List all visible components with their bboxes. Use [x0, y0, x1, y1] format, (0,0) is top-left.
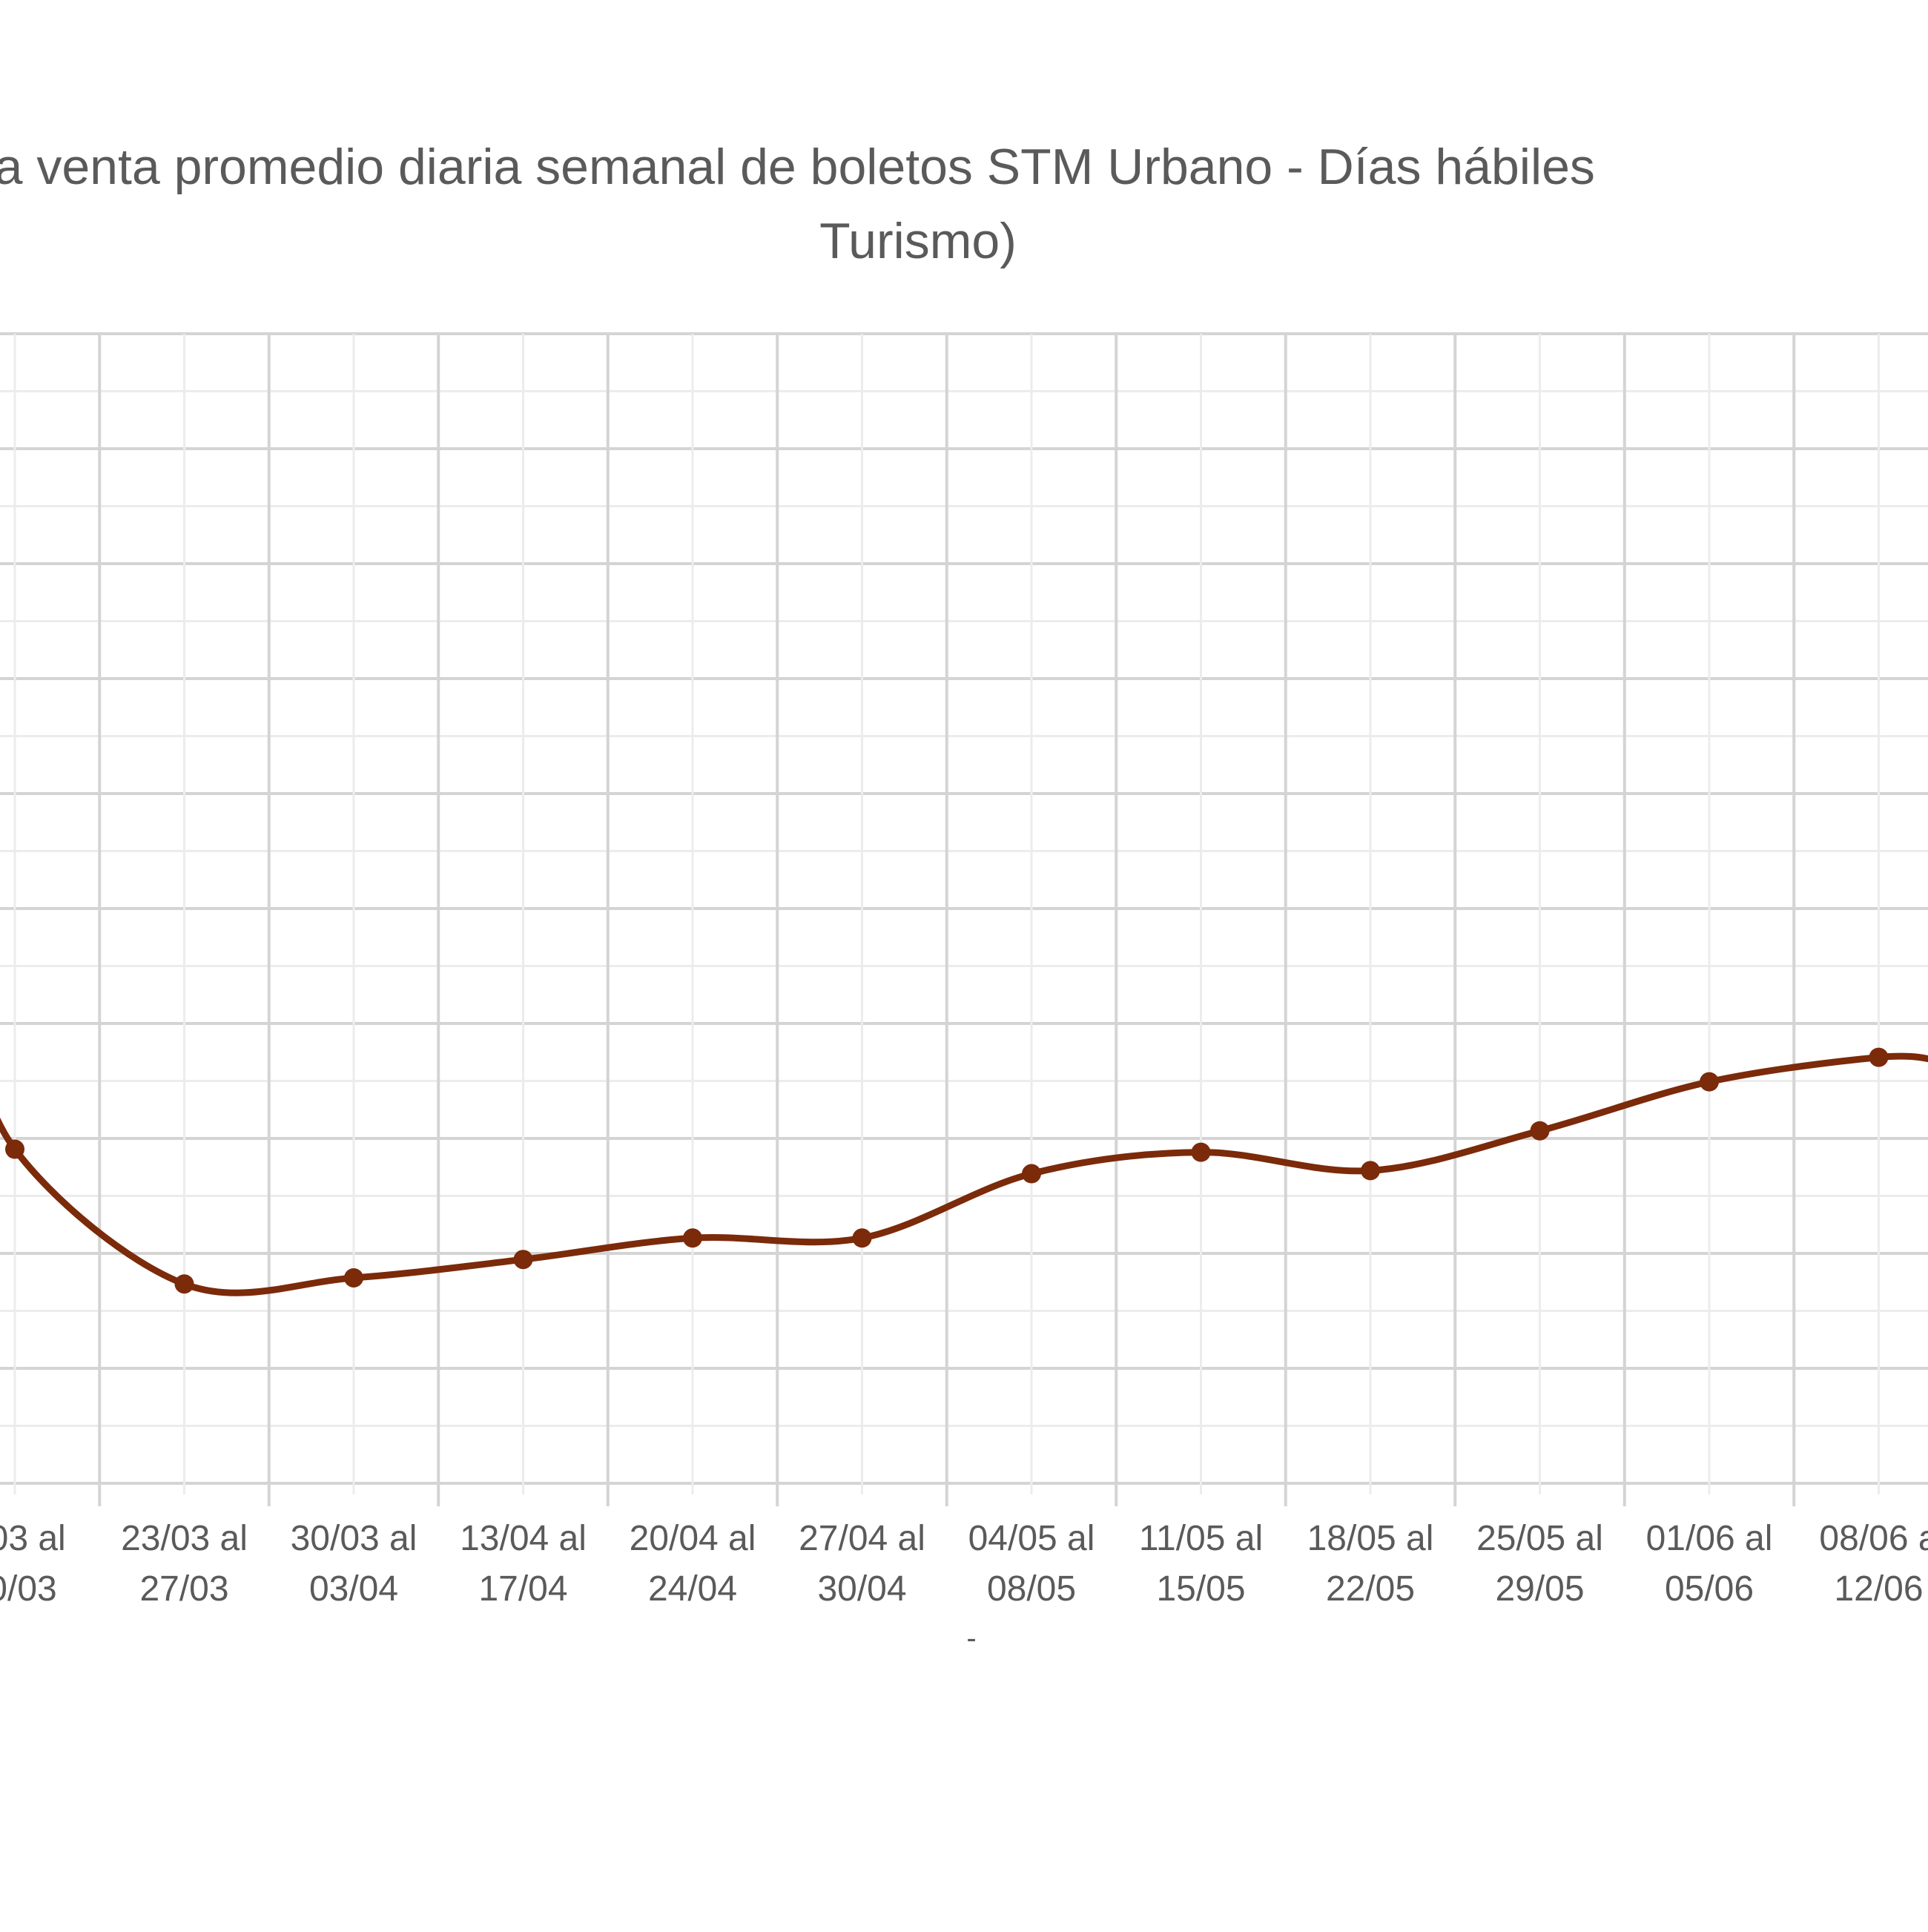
x-tick-label: 08/06 a	[1819, 1519, 1928, 1558]
x-axis-marker: -	[966, 1622, 976, 1655]
x-tick-label: 22/05	[1326, 1569, 1415, 1609]
x-tick-label: 30/04	[817, 1569, 906, 1609]
x-tick-label: 12/06	[1834, 1569, 1923, 1609]
x-tick-label: 13/04 al	[460, 1519, 587, 1558]
x-tick-label: 03/04	[309, 1569, 398, 1609]
chart-title-line: Turismo)	[819, 213, 1017, 269]
data-point	[1361, 1161, 1380, 1181]
data-point	[174, 1274, 194, 1294]
data-points	[5, 1047, 1889, 1294]
x-tick-label: 25/05 al	[1476, 1519, 1603, 1558]
x-tick-label: 15/05	[1156, 1569, 1245, 1609]
x-tick-label: 01/06 al	[1646, 1519, 1773, 1558]
data-point	[344, 1267, 363, 1288]
data-point	[1869, 1047, 1889, 1067]
x-tick-label: 20/04 al	[630, 1519, 756, 1558]
x-tick-label: 27/04 al	[799, 1519, 925, 1558]
data-point	[852, 1228, 872, 1248]
data-point	[1191, 1142, 1211, 1162]
x-tick-label: /03 al	[0, 1519, 66, 1558]
series-line-group	[0, 1052, 1928, 1296]
data-point	[1530, 1121, 1550, 1141]
x-tick-label: 0/03	[0, 1569, 57, 1609]
x-tick-label: 05/06	[1665, 1569, 1754, 1609]
x-axis-tick-labels: /03 al 0/03 23/03 al 27/03 30/03 al 03/04 13/0…	[0, 1519, 1928, 1655]
data-point	[1022, 1164, 1041, 1184]
x-tick-label: 08/05	[987, 1569, 1076, 1609]
chart-title-line: on % de la venta promedio diaria semanal…	[0, 139, 1595, 195]
x-tick-label: 04/05 al	[968, 1519, 1095, 1558]
data-point	[683, 1228, 702, 1248]
x-tick-label: 30/03 al	[291, 1519, 417, 1558]
grid	[0, 332, 1928, 1506]
x-tick-label: 17/04	[478, 1569, 567, 1609]
x-tick-label: 23/03 al	[121, 1519, 248, 1558]
data-point	[513, 1250, 533, 1270]
x-tick-label: 29/05	[1495, 1569, 1584, 1609]
data-point	[1700, 1072, 1719, 1092]
x-tick-label: 18/05 al	[1307, 1519, 1434, 1558]
data-point	[5, 1139, 24, 1159]
series-line	[0, 1052, 1928, 1296]
x-tick-label: 24/04	[648, 1569, 737, 1609]
x-tick-label: 27/03	[139, 1569, 228, 1609]
chart-title: on % de la venta promedio diaria semanal…	[0, 139, 1595, 269]
x-tick-label: 11/05 al	[1139, 1519, 1263, 1558]
